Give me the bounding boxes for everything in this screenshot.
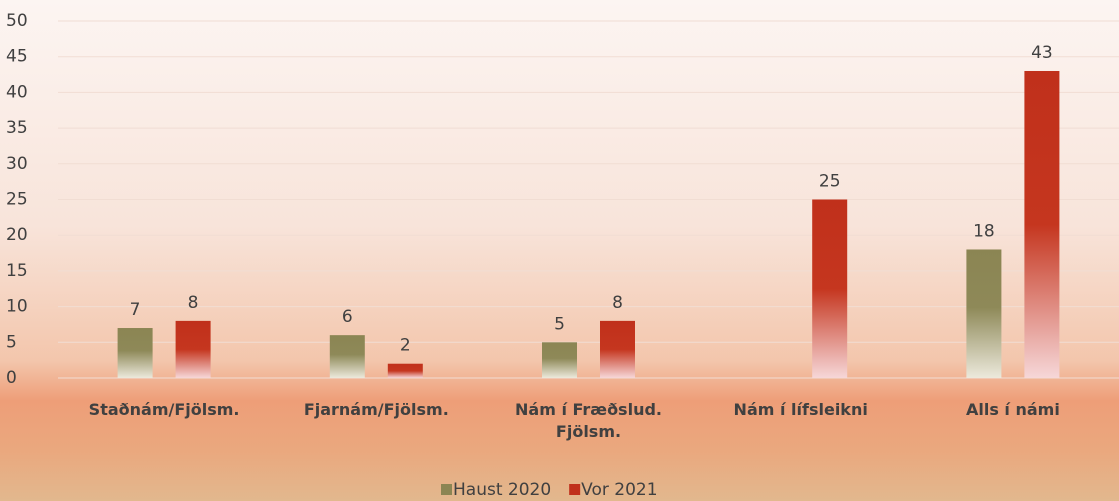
bar — [600, 320, 635, 378]
y-tick-label: 0 — [6, 368, 17, 388]
data-label: 2 — [400, 336, 411, 356]
x-tick-label: Nám í Fræðslud. Fjölsm. — [515, 400, 662, 441]
bar — [175, 320, 211, 378]
y-tick-label: 50 — [6, 11, 28, 31]
y-tick-label: 5 — [6, 332, 17, 352]
bar — [966, 249, 1002, 378]
bar — [1024, 70, 1060, 378]
y-tick-label: 30 — [6, 154, 28, 174]
y-tick-label: 35 — [6, 118, 28, 138]
legend-swatch — [441, 484, 452, 495]
legend-label: Vor 2021 — [581, 480, 657, 500]
x-tick-label: Fjarnám/Fjölsm. — [303, 400, 449, 419]
data-label: 8 — [188, 293, 199, 313]
legend-label: Haust 2020 — [453, 480, 551, 500]
bar — [812, 199, 848, 378]
y-tick-label: 40 — [6, 82, 28, 102]
data-label: 6 — [342, 307, 353, 327]
data-label: 8 — [612, 293, 623, 313]
legend-swatch — [569, 484, 581, 495]
y-tick-label: 10 — [6, 297, 28, 317]
x-tick-label: Nám í lífsleikni — [733, 400, 868, 419]
y-tick-label: 45 — [6, 47, 28, 67]
y-tick-label: 20 — [6, 225, 28, 245]
data-label: 7 — [130, 300, 141, 320]
x-tick-label: Staðnám/Fjölsm. — [88, 400, 240, 419]
data-label: 43 — [1031, 43, 1053, 63]
x-tick-label: Alls í námi — [965, 400, 1060, 419]
y-tick-label: 25 — [6, 190, 28, 210]
data-label: 5 — [554, 314, 565, 334]
data-label: 25 — [819, 172, 841, 192]
bar — [329, 335, 365, 378]
data-label: 18 — [973, 221, 995, 241]
bar — [542, 342, 577, 378]
bar — [387, 363, 423, 378]
bar — [117, 328, 153, 378]
y-tick-label: 15 — [6, 261, 28, 281]
